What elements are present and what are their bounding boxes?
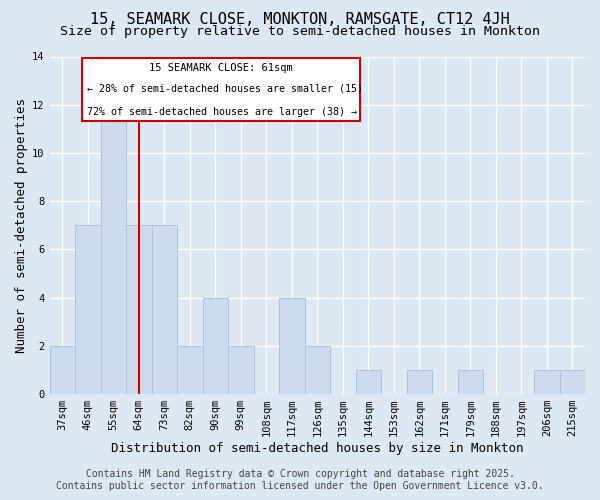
Y-axis label: Number of semi-detached properties: Number of semi-detached properties [15,98,28,353]
Bar [152,226,177,394]
Bar [177,346,203,394]
Bar [534,370,560,394]
Bar [75,226,101,394]
Text: 15 SEAMARK CLOSE: 61sqm: 15 SEAMARK CLOSE: 61sqm [149,64,293,74]
Bar [101,104,126,394]
Bar [279,298,305,394]
Bar [407,370,432,394]
FancyBboxPatch shape [82,58,360,120]
Bar [356,370,381,394]
Text: ← 28% of semi-detached houses are smaller (15): ← 28% of semi-detached houses are smalle… [87,83,363,93]
Bar [50,346,75,394]
X-axis label: Distribution of semi-detached houses by size in Monkton: Distribution of semi-detached houses by … [111,442,524,455]
Bar [305,346,330,394]
Bar [560,370,585,394]
Bar [126,226,152,394]
Text: 72% of semi-detached houses are larger (38) →: 72% of semi-detached houses are larger (… [87,106,357,117]
Text: Contains HM Land Registry data © Crown copyright and database right 2025.
Contai: Contains HM Land Registry data © Crown c… [56,470,544,491]
Text: Size of property relative to semi-detached houses in Monkton: Size of property relative to semi-detach… [60,25,540,38]
Bar [228,346,254,394]
Text: 15, SEAMARK CLOSE, MONKTON, RAMSGATE, CT12 4JH: 15, SEAMARK CLOSE, MONKTON, RAMSGATE, CT… [90,12,510,28]
Bar [458,370,483,394]
Bar [203,298,228,394]
